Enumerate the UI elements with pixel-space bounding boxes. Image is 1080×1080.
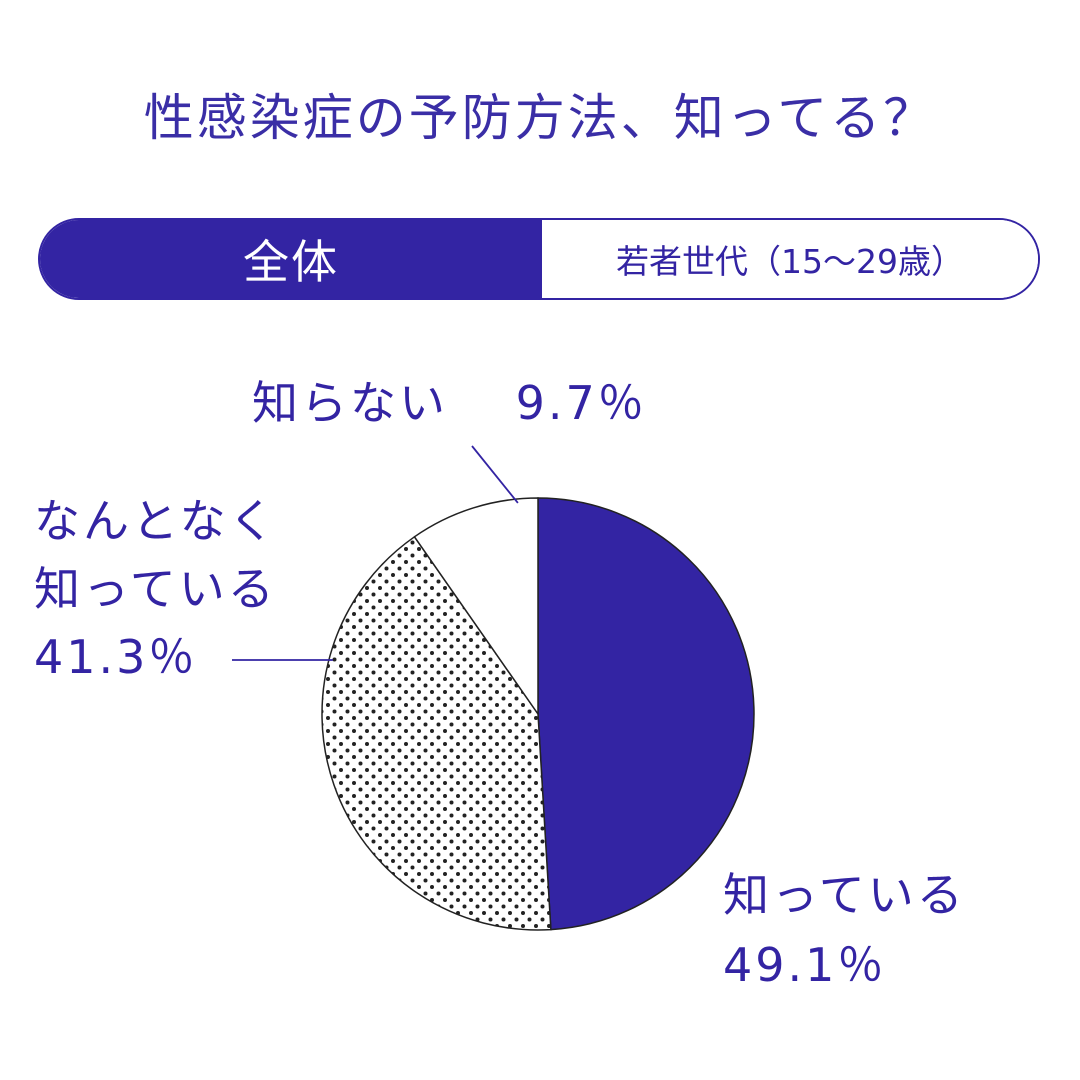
audience-tabs: 全体 若者世代（15～29歳） [38,218,1040,300]
label-dont-know: 知らない 9.7％ [252,372,647,434]
label-somewhat-line1: なんとなく [34,494,278,548]
label-dont-know-value: 9.7％ [515,376,647,430]
label-know-name: 知っている [723,868,966,922]
pie-slice-dont-know [413,497,539,717]
pie-slice-know [537,497,755,931]
label-somewhat-value: 41.3％ [34,630,198,684]
tab-young-generation[interactable]: 若者世代（15～29歳） [542,220,1038,298]
label-somewhat-know: なんとなく 知っている 41.3％ [34,490,278,688]
tab-all[interactable]: 全体 [40,220,542,298]
page-title: 性感染症の予防方法、知ってる？ [143,89,937,147]
leader-line-dont-know [471,445,519,504]
label-know: 知っている 49.1％ [723,864,966,996]
label-somewhat-line2: 知っている [34,562,277,616]
label-know-value: 49.1％ [723,938,887,992]
label-dont-know-name: 知らない [252,376,448,430]
pie-slice-somewhat-know [321,535,552,931]
